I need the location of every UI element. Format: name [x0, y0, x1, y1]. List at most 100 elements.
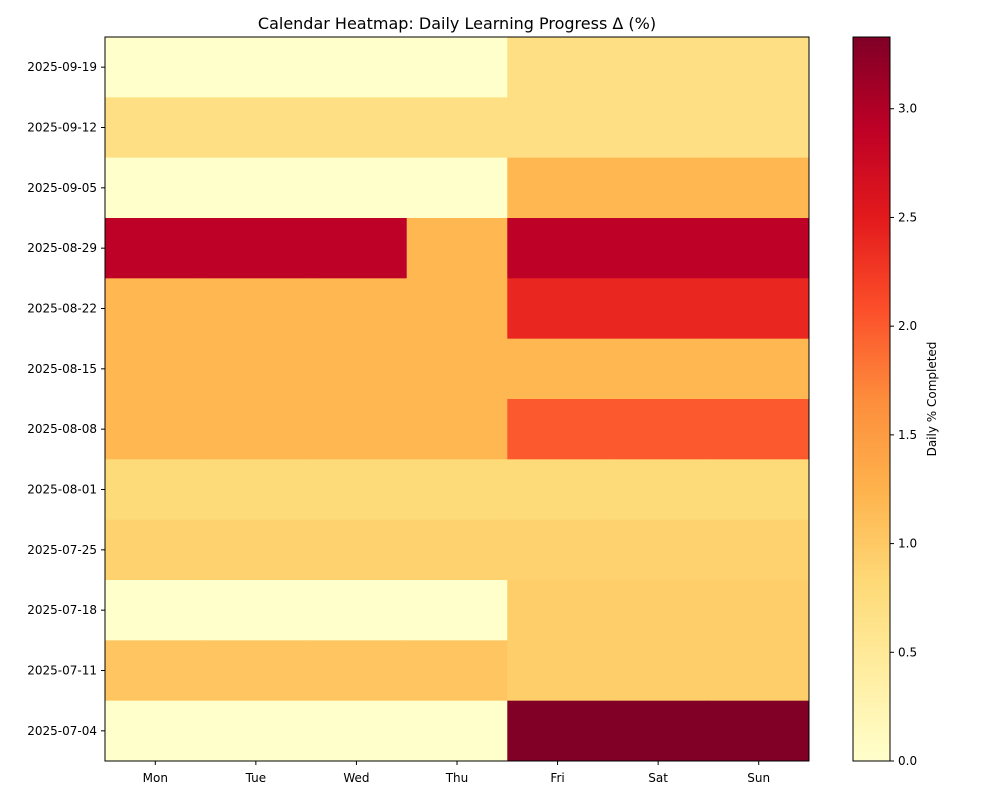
heatmap-cell — [406, 399, 508, 460]
heatmap-cell — [406, 640, 508, 702]
heatmap-cell — [205, 338, 307, 400]
heatmap-cell — [406, 580, 508, 641]
y-tick-label: 2025-08-15 — [27, 362, 97, 376]
heatmap-cell — [406, 157, 508, 219]
heatmap-cell — [708, 580, 810, 641]
heatmap-cell — [708, 218, 810, 279]
heatmap-cell — [205, 640, 307, 702]
heatmap-cell — [708, 37, 810, 98]
heatmap-cell — [306, 459, 408, 521]
colorbar-tick-label: 2.0 — [898, 319, 917, 333]
heatmap-cell — [205, 519, 307, 581]
colorbar — [852, 36, 891, 762]
colorbar-label: Daily % Completed — [925, 342, 939, 457]
heatmap-cell — [607, 399, 709, 460]
heatmap-cell — [205, 700, 307, 762]
heatmap-cell — [105, 459, 207, 521]
heatmap-cells — [105, 37, 810, 762]
heatmap-cell — [306, 97, 408, 159]
heatmap-cell — [507, 97, 609, 159]
x-tick-label: Thu — [445, 771, 469, 785]
heatmap-cell — [708, 459, 810, 521]
heatmap-cell — [607, 37, 709, 98]
heatmap-cell — [105, 700, 207, 762]
heatmap-cell — [105, 157, 207, 219]
x-tick-label: Tue — [245, 771, 267, 785]
y-tick-label: 2025-09-12 — [27, 121, 97, 135]
heatmap-cell — [105, 37, 207, 98]
heatmap-cell — [607, 700, 709, 762]
y-tick-label: 2025-07-04 — [27, 724, 97, 738]
heatmap-cell — [105, 218, 207, 279]
heatmap-cell — [105, 399, 207, 460]
heatmap-cell — [105, 278, 207, 340]
heatmap-cell — [306, 519, 408, 581]
heatmap-cell — [708, 338, 810, 400]
chart-title: Calendar Heatmap: Daily Learning Progres… — [258, 14, 656, 33]
colorbar-tick-label: 0.0 — [898, 754, 917, 768]
heatmap-cell — [306, 399, 408, 460]
heatmap-cell — [406, 459, 508, 521]
heatmap-cell — [205, 459, 307, 521]
x-tick-label: Wed — [343, 771, 369, 785]
x-axis-ticks: Mon Tue Wed Thu Fri Sat Sun — [143, 761, 770, 785]
heatmap-cell — [708, 157, 810, 219]
heatmap-cell — [306, 218, 408, 279]
heatmap-cell — [507, 580, 609, 641]
heatmap-cell — [607, 459, 709, 521]
heatmap-cell — [306, 157, 408, 219]
heatmap-cell — [607, 278, 709, 340]
heatmap-cell — [708, 399, 810, 460]
heatmap-cell — [607, 519, 709, 581]
heatmap-cell — [205, 399, 307, 460]
heatmap-cell — [105, 97, 207, 159]
heatmap-cell — [507, 399, 609, 460]
heatmap-cell — [708, 278, 810, 340]
heatmap-cell — [406, 700, 508, 762]
heatmap-cell — [306, 700, 408, 762]
heatmap-cell — [306, 338, 408, 400]
x-tick-label: Sun — [747, 771, 770, 785]
heatmap-cell — [708, 640, 810, 702]
y-tick-label: 2025-07-18 — [27, 603, 97, 617]
heatmap-cell — [406, 338, 508, 400]
heatmap-cell — [205, 580, 307, 641]
y-tick-label: 2025-07-11 — [27, 664, 97, 678]
x-tick-label: Fri — [550, 771, 564, 785]
heatmap-cell — [607, 338, 709, 400]
heatmap-cell — [607, 97, 709, 159]
x-tick-label: Sat — [648, 771, 668, 785]
colorbar-tick-label: 0.5 — [898, 645, 917, 659]
colorbar-tick-label: 3.0 — [898, 102, 917, 116]
heatmap-cell — [105, 519, 207, 581]
heatmap-cell — [105, 338, 207, 400]
colorbar-tick-label: 2.5 — [898, 210, 917, 224]
colorbar-tick-label: 1.0 — [898, 537, 917, 551]
plot-frame — [104, 36, 810, 762]
heatmap-cell — [406, 37, 508, 98]
heatmap-cell — [306, 278, 408, 340]
y-tick-label: 2025-09-19 — [27, 60, 97, 74]
heatmap-cell — [507, 157, 609, 219]
heatmap-cell — [607, 580, 709, 641]
y-tick-label: 2025-08-22 — [27, 302, 97, 316]
heatmap-cell — [507, 218, 609, 279]
heatmap-cell — [205, 278, 307, 340]
heatmap-cell — [507, 519, 609, 581]
heatmap-cell — [406, 97, 508, 159]
heatmap-cell — [708, 519, 810, 581]
heatmap-cell — [507, 700, 609, 762]
heatmap-cell — [306, 37, 408, 98]
y-tick-label: 2025-08-08 — [27, 422, 97, 436]
heatmap-cell — [507, 640, 609, 702]
heatmap-cell — [607, 157, 709, 219]
y-tick-label: 2025-08-29 — [27, 241, 97, 255]
heatmap-cell — [607, 640, 709, 702]
heatmap-cell — [406, 278, 508, 340]
heatmap-cell — [105, 640, 207, 702]
heatmap-cell — [607, 218, 709, 279]
heatmap-cell — [306, 580, 408, 641]
y-tick-label: 2025-09-05 — [27, 181, 97, 195]
